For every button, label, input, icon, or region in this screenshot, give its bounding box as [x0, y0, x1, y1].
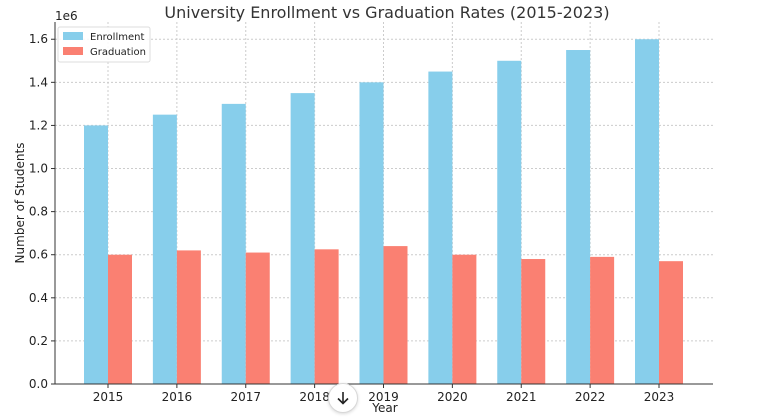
y-tick-label: 1.6	[29, 32, 48, 46]
x-tick-label: 2022	[575, 390, 606, 404]
x-tick-label: 2018	[299, 390, 330, 404]
bar-enrollment-2021	[497, 60, 522, 385]
bar-graduation-2021	[521, 259, 546, 384]
x-tick-label: 2015	[93, 390, 124, 404]
bar-enrollment-2015	[84, 125, 108, 384]
y-tick-label: 0.6	[29, 248, 48, 262]
y-tick-label: 0.8	[29, 205, 48, 219]
bar-graduation-2015	[108, 254, 132, 384]
bar-graduation-2016	[176, 250, 201, 384]
bar-enrollment-2017	[221, 103, 246, 384]
x-tick-label: 2020	[437, 390, 468, 404]
chart-title: University Enrollment vs Graduation Rate…	[164, 3, 609, 22]
x-tick-label: 2023	[644, 390, 675, 404]
bar-graduation-2018	[314, 249, 339, 384]
bar-graduation-2023	[659, 261, 683, 384]
x-ticks: 2015 2016 2017 2018 2019 2020 2021 2022 2023	[93, 384, 675, 404]
legend-label-graduation: Graduation	[90, 47, 146, 58]
y-tick-label: 1.0	[29, 162, 48, 176]
legend-swatch-enrollment	[63, 32, 83, 40]
y-tick-label: 1.2	[29, 118, 48, 132]
bars-group	[84, 39, 683, 385]
bar-graduation-2020	[452, 254, 477, 384]
x-tick-label: 2017	[230, 390, 261, 404]
bar-enrollment-2016	[152, 114, 177, 385]
bar-enrollment-2023	[635, 39, 659, 384]
y-ticks: 0.0 0.2 0.4 0.6 0.8 1.0 1.2 1.4 1.6	[29, 32, 55, 391]
y-tick-label: 1.4	[29, 75, 48, 89]
y-tick-label: 0.0	[29, 377, 48, 391]
bar-enrollment-2018	[290, 93, 315, 384]
x-tick-label: 2019	[368, 390, 399, 404]
x-tick-label: 2021	[506, 390, 537, 404]
y-scale-label: 1e6	[55, 9, 78, 23]
x-axis-label: Year	[371, 401, 397, 415]
legend-swatch-graduation	[63, 47, 83, 55]
bar-graduation-2022	[590, 256, 615, 384]
legend-label-enrollment: Enrollment	[90, 32, 144, 43]
y-axis-label: Number of Students	[13, 143, 27, 264]
x-tick-label: 2016	[162, 390, 193, 404]
legend: Enrollment Graduation	[57, 26, 151, 63]
bar-enrollment-2022	[566, 50, 591, 385]
bar-enrollment-2019	[359, 82, 384, 384]
y-tick-label: 0.4	[29, 291, 48, 305]
bar-graduation-2017	[245, 252, 270, 384]
arrow-down-icon	[337, 392, 349, 405]
y-tick-label: 0.2	[29, 334, 48, 348]
bar-enrollment-2020	[428, 71, 453, 385]
scroll-down-button[interactable]	[328, 383, 358, 413]
bar-graduation-2019	[383, 246, 408, 384]
